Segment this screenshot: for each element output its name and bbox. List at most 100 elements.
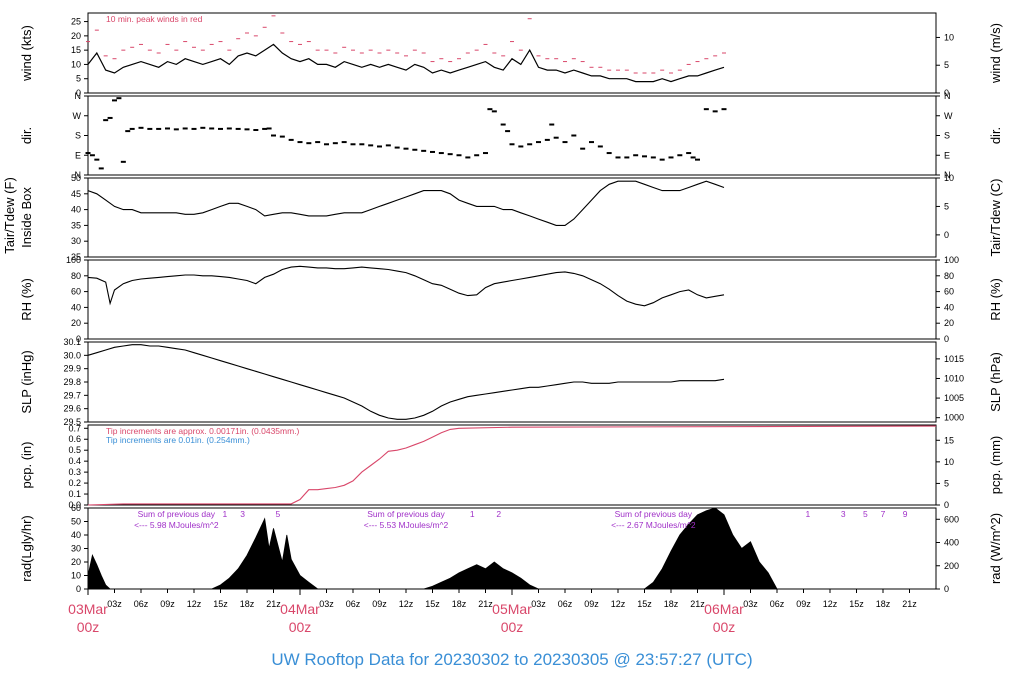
left-tick-label: 25 — [71, 252, 81, 262]
day-hour-label: 00z — [713, 619, 736, 635]
day-label: 06Mar — [704, 601, 744, 617]
left-tick-label: 29.6 — [63, 404, 81, 414]
right-tick-label: 60 — [944, 287, 954, 297]
panel-pcp: 0.00.10.20.30.40.50.60.7 0 5 10 15 pcp. (in) p… — [19, 423, 1003, 510]
hour-tick-label: 15z — [213, 599, 228, 609]
hour-marker: 9 — [903, 509, 908, 519]
hour-marker: 1 — [470, 509, 475, 519]
right-tick-label: 5 — [944, 201, 949, 211]
left-tick-label: 50 — [71, 517, 81, 527]
hour-tick-label: 06z — [558, 599, 573, 609]
hour-tick-label: 06z — [134, 599, 149, 609]
hour-tick-label: 21z — [478, 599, 493, 609]
day-hour-label: 00z — [77, 619, 100, 635]
radiation-area — [87, 507, 778, 590]
right-tick-label: 0 — [944, 230, 949, 240]
right-tick-label: 10 — [944, 173, 954, 183]
left-tick-label: 30 — [71, 236, 81, 246]
rh-line — [87, 265, 725, 307]
left-tick-label: 15 — [71, 45, 81, 55]
left-tick-label: 10 — [71, 59, 81, 69]
hour-tick-label: 18z — [664, 599, 679, 609]
left-tick-label: 0 — [76, 584, 81, 594]
right-tick-label: 0 — [944, 584, 949, 594]
right-tick-label: 1000 — [944, 413, 964, 423]
left-tick-label: 0.5 — [68, 445, 81, 455]
tip-increment-note-red: Tip increments are approx. 0.00171in. (0… — [106, 426, 300, 436]
right-tick-label: 15 — [944, 435, 954, 445]
panel-temp: 25 30 35 40 45 50 0 5 10 Tair/Tdew (F) Inside Box T… — [2, 173, 1003, 262]
chart-title: UW Rooftop Data for 20230302 to 20230305… — [271, 650, 752, 669]
hour-tick-label: 03z — [531, 599, 546, 609]
daily-sum-value: <--- 2.67 MJoules/m^2 — [611, 520, 696, 530]
hour-marker: 2 — [496, 509, 501, 519]
left-tick-label: 30.1 — [63, 337, 81, 347]
panel-wind: 0 5 10 15 20 25 0 5 10 wind (kts) wind (m/s) 10 min… — [19, 12, 1003, 98]
panel-frame — [87, 12, 937, 94]
left-tick-label: 0 — [76, 88, 81, 98]
left-tick-label: 0.6 — [68, 434, 81, 444]
left-axis-label: Tair/Tdew (F) — [2, 177, 17, 254]
hour-tick-label: 09z — [796, 599, 811, 609]
panel-rh: 0 20 40 60 80 100 0 20 40 60 80 100 RH (%) RH (%) — [19, 255, 1003, 344]
time-axis: 03z 06z 09z 12z 15z 18z 21z 03z 06z 09z 12z 15z 18z 2… — [68, 589, 917, 635]
right-tick-label: N — [944, 91, 951, 101]
daily-sum-label: Sum of previous day — [615, 509, 693, 519]
left-tick-label: 30.0 — [63, 350, 81, 360]
left-tick-label: 20 — [71, 318, 81, 328]
hour-tick-label: 09z — [372, 599, 387, 609]
left-tick-label: 0 — [76, 334, 81, 344]
temp-line — [87, 180, 725, 226]
hour-marker: 1 — [806, 509, 811, 519]
hour-marker: 5 — [863, 509, 868, 519]
left-tick-label: 20 — [71, 31, 81, 41]
left-tick-label: E — [75, 150, 81, 160]
right-tick-label: 0 — [944, 334, 949, 344]
hour-tick-label: 09z — [160, 599, 175, 609]
daily-sum-label: Sum of previous day — [367, 509, 445, 519]
hour-tick-label: 12z — [611, 599, 626, 609]
tip-increment-note-blue: Tip increments are 0.01in. (0.254mm.) — [106, 435, 250, 445]
hour-tick-label: 03z — [743, 599, 758, 609]
left-tick-label: 50 — [71, 173, 81, 183]
day-label: 05Mar — [492, 601, 532, 617]
right-tick-label: 100 — [944, 255, 959, 265]
left-tick-label: 80 — [71, 271, 81, 281]
hour-tick-label: 18z — [452, 599, 467, 609]
right-axis-label: rad (W/m^2) — [988, 513, 1003, 584]
day-label: 04Mar — [280, 601, 320, 617]
right-tick-label: 1005 — [944, 393, 964, 403]
right-tick-label: S — [944, 131, 950, 141]
day-label: 03Mar — [68, 601, 108, 617]
panel-frame — [87, 259, 937, 340]
left-tick-label: 40 — [71, 302, 81, 312]
left-tick-label: 0.1 — [68, 489, 81, 499]
right-tick-label: 5 — [944, 60, 949, 70]
hour-tick-label: 03z — [107, 599, 122, 609]
hour-tick-label: 15z — [849, 599, 864, 609]
right-tick-label: 80 — [944, 271, 954, 281]
left-axis-label-2: Inside Box — [19, 187, 34, 248]
right-axis-label: RH (%) — [988, 278, 1003, 321]
right-tick-label: 10 — [944, 457, 954, 467]
hour-marker: 1 — [223, 509, 228, 519]
left-tick-label: 0.3 — [68, 467, 81, 477]
hour-marker: 3 — [240, 509, 245, 519]
hour-marker: 5 — [276, 509, 281, 519]
left-axis-label: pcp. (in) — [19, 442, 34, 489]
hour-tick-label: 12z — [399, 599, 414, 609]
right-tick-label: 10 — [944, 32, 954, 42]
right-axis-label: pcp. (mm) — [988, 436, 1003, 495]
left-axis-label: rad(Lgly/hr) — [19, 515, 34, 581]
left-tick-label: 30 — [71, 544, 81, 554]
left-tick-label: 0.4 — [68, 456, 81, 466]
hour-tick-label: 09z — [584, 599, 599, 609]
panel-frame — [87, 341, 937, 423]
left-tick-label: 10 — [71, 571, 81, 581]
left-axis-label: RH (%) — [19, 278, 34, 321]
right-tick-label: 5 — [944, 478, 949, 488]
